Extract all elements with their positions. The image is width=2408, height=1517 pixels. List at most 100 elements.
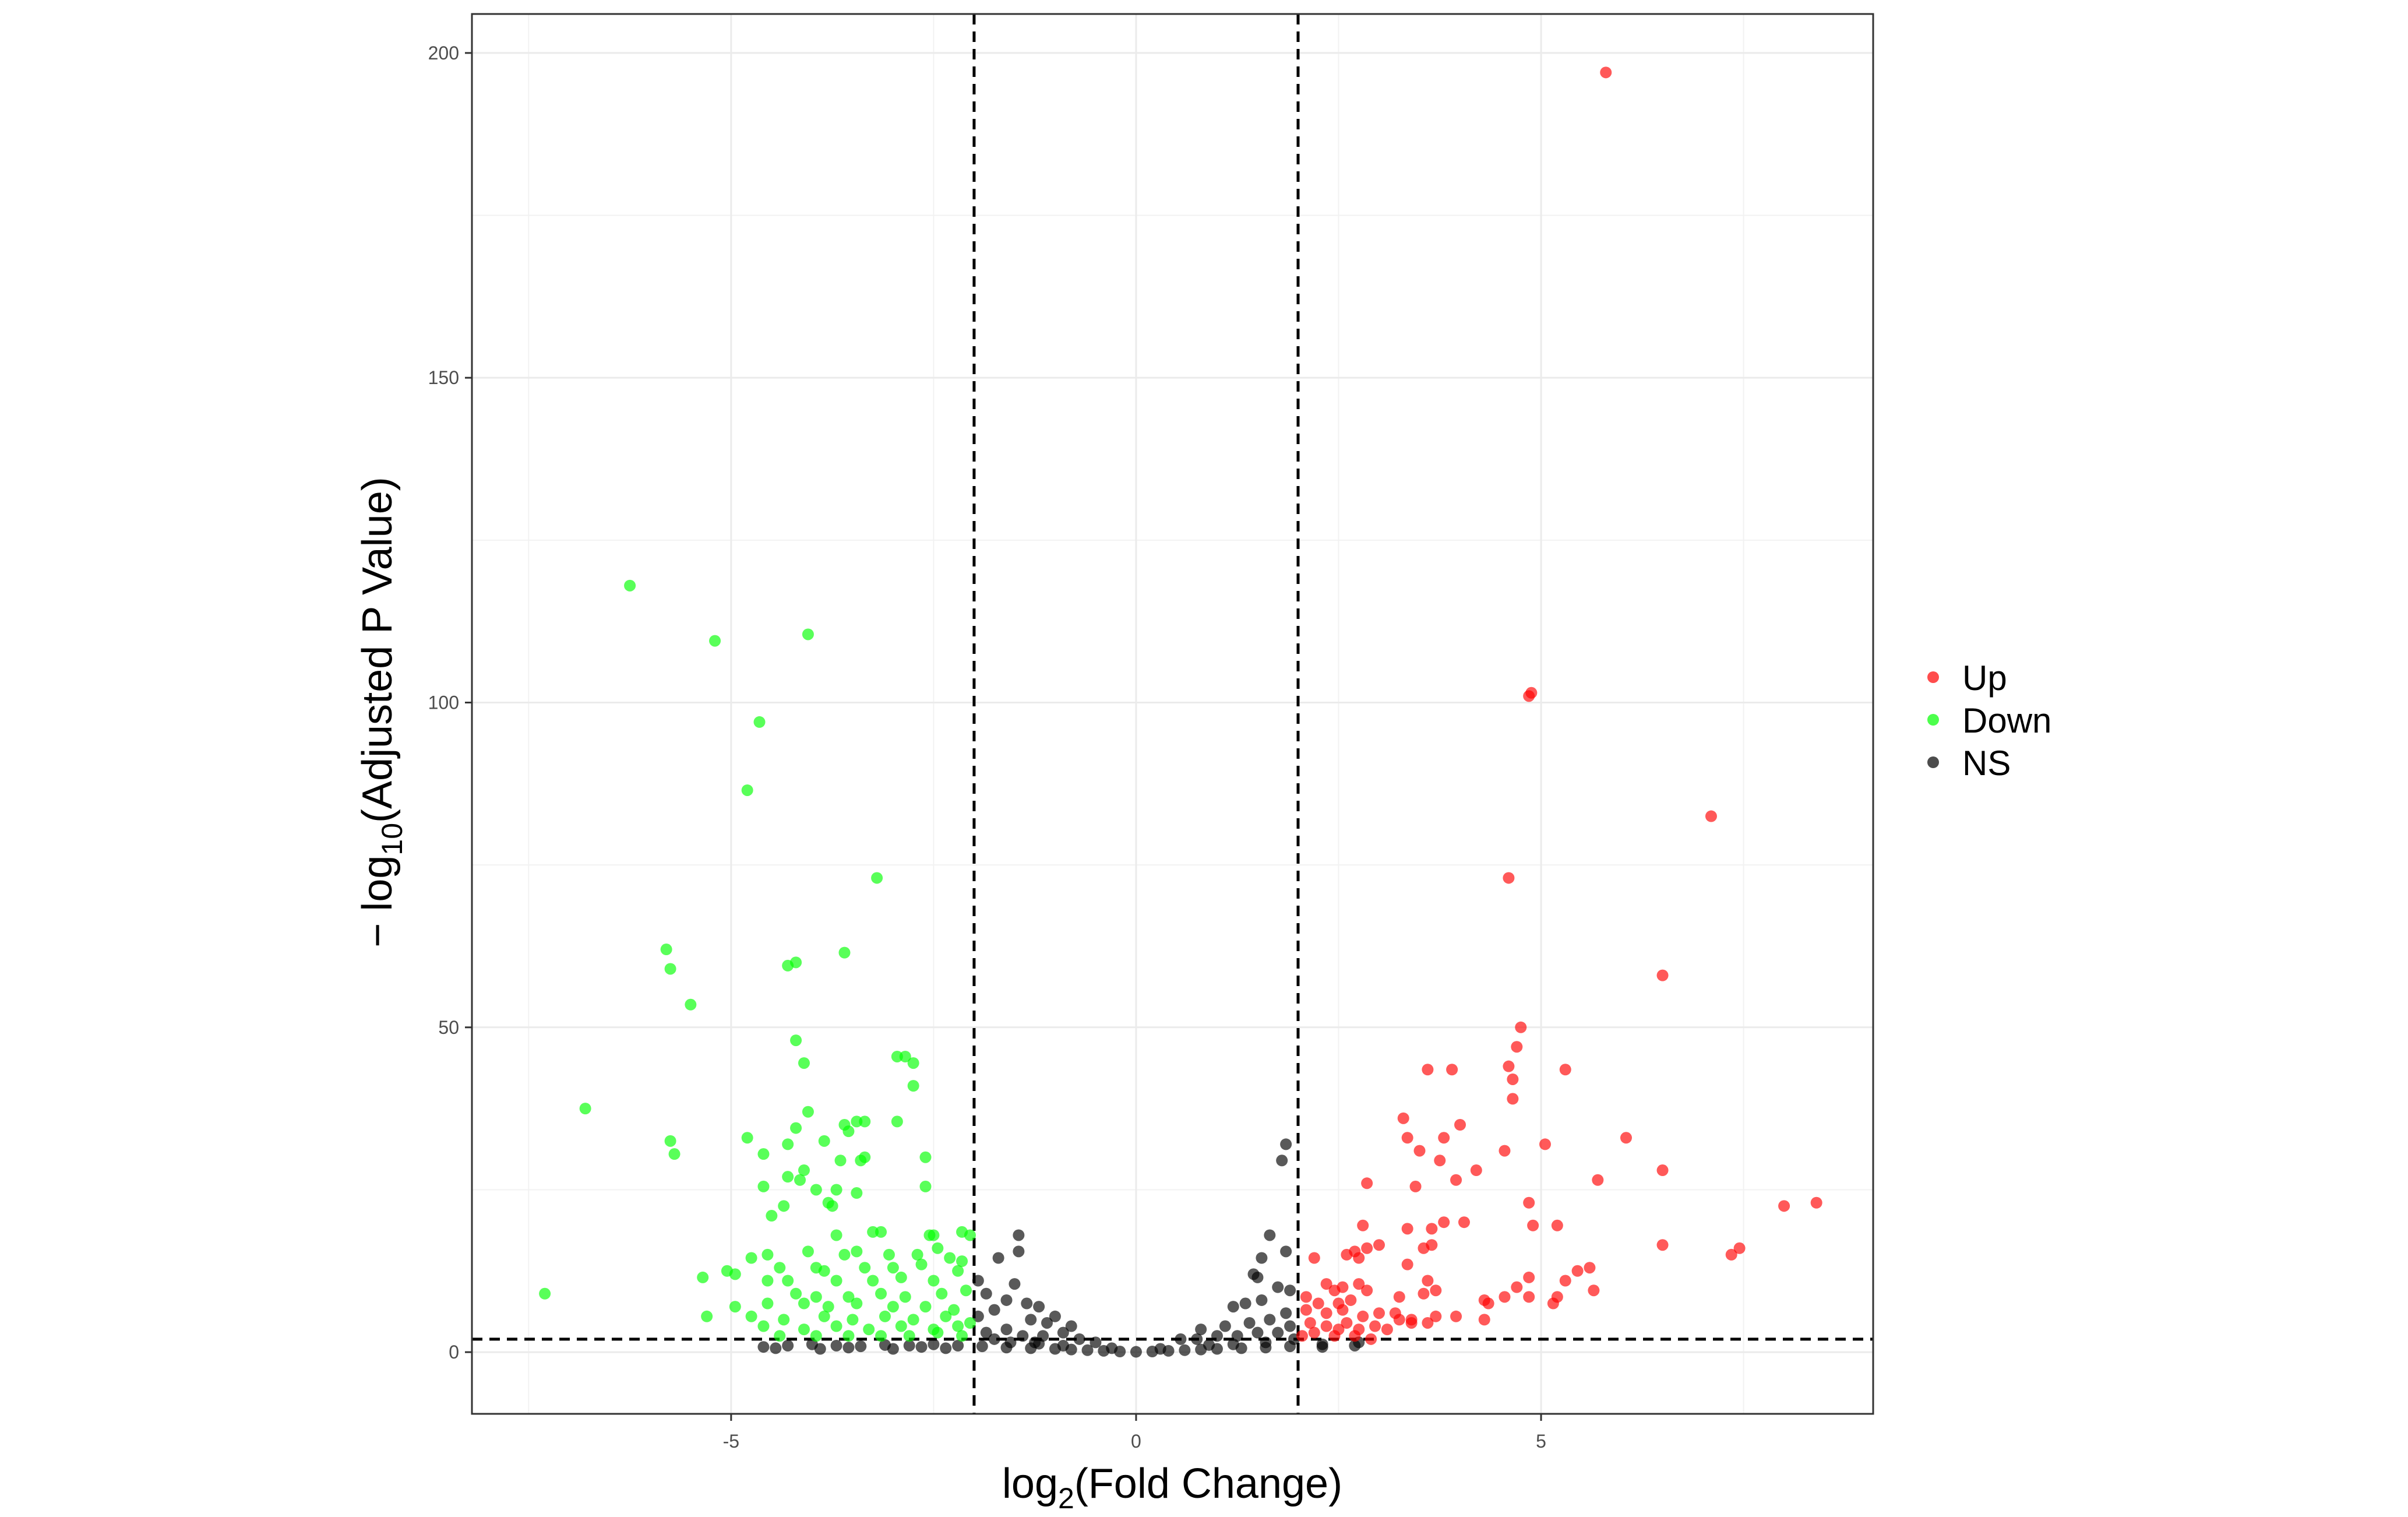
point-down: [818, 1310, 830, 1322]
point-ns: [1203, 1339, 1215, 1351]
point-ns: [1049, 1310, 1061, 1322]
point-down: [790, 956, 802, 969]
point-ns: [952, 1339, 964, 1351]
point-up: [1482, 1297, 1494, 1310]
point-ns: [976, 1340, 988, 1353]
point-up: [1365, 1333, 1377, 1345]
point-ns: [1013, 1245, 1025, 1258]
point-down: [782, 1171, 794, 1183]
point-ns: [903, 1339, 915, 1351]
point-up: [1381, 1324, 1393, 1336]
point-ns: [1260, 1342, 1272, 1354]
point-down: [952, 1320, 964, 1332]
point-up: [1438, 1216, 1450, 1229]
point-down: [944, 1252, 956, 1264]
point-down: [875, 1226, 887, 1238]
point-down: [863, 1324, 875, 1336]
point-ns: [1280, 1307, 1292, 1319]
legend-label-ns: NS: [1962, 744, 2011, 783]
x-tick-label: 0: [1131, 1431, 1141, 1452]
point-down: [802, 1245, 814, 1258]
point-down: [778, 1200, 790, 1212]
point-ns: [814, 1343, 826, 1355]
point-ns: [830, 1339, 842, 1351]
point-up: [1337, 1281, 1349, 1293]
y-tick-label: 200: [428, 43, 459, 64]
point-up: [1304, 1317, 1316, 1329]
point-up: [1600, 66, 1612, 79]
point-down: [960, 1284, 972, 1297]
point-ns: [1243, 1317, 1256, 1329]
point-down: [709, 635, 721, 647]
point-ns: [1179, 1344, 1191, 1356]
point-down: [790, 1122, 802, 1134]
point-down: [798, 1297, 810, 1310]
point-down: [782, 1275, 794, 1287]
point-down: [624, 579, 636, 592]
point-down: [539, 1287, 551, 1300]
x-tick-label: -5: [723, 1431, 739, 1452]
point-down: [883, 1248, 895, 1261]
point-up: [1470, 1164, 1482, 1177]
point-ns: [1280, 1138, 1292, 1150]
point-down: [859, 1115, 871, 1128]
point-ns: [1272, 1326, 1284, 1339]
point-ns: [1090, 1336, 1102, 1349]
point-up: [1353, 1252, 1365, 1264]
point-down: [818, 1265, 830, 1277]
point-down: [790, 1034, 802, 1047]
point-up: [1527, 1219, 1539, 1231]
point-down: [782, 1138, 794, 1150]
point-ns: [1057, 1326, 1069, 1339]
point-ns: [1251, 1271, 1264, 1283]
point-up: [1409, 1180, 1422, 1192]
point-ns: [1280, 1245, 1292, 1258]
point-ns: [1227, 1301, 1239, 1313]
point-down: [757, 1320, 770, 1332]
point-down: [932, 1242, 944, 1254]
point-down: [928, 1275, 940, 1287]
point-ns: [1013, 1229, 1025, 1241]
point-ns: [1316, 1338, 1328, 1350]
x-axis-ticks: -5 0 5: [723, 1414, 1546, 1452]
point-down: [802, 628, 814, 640]
point-down: [899, 1291, 911, 1303]
point-up: [1705, 810, 1717, 822]
point-ns: [1000, 1324, 1013, 1336]
point-up: [1778, 1200, 1790, 1212]
point-down: [685, 998, 697, 1011]
point-down: [838, 1248, 851, 1261]
point-down: [798, 1324, 810, 1336]
point-down: [774, 1330, 786, 1342]
y-tick-label: 100: [428, 692, 459, 713]
point-up: [1393, 1291, 1405, 1303]
point-ns: [1130, 1346, 1142, 1358]
plot-panel-border: [471, 13, 1874, 1415]
point-down: [915, 1258, 928, 1270]
point-up: [1426, 1223, 1438, 1235]
point-ns: [1033, 1301, 1045, 1313]
point-down: [964, 1229, 976, 1241]
point-up: [1361, 1284, 1373, 1297]
point-up: [1300, 1291, 1312, 1303]
point-ns: [1057, 1339, 1069, 1351]
point-down: [830, 1275, 842, 1287]
point-ns: [1017, 1330, 1029, 1342]
point-down: [790, 1287, 802, 1300]
point-up: [1320, 1320, 1332, 1332]
point-down: [757, 1148, 770, 1160]
point-up: [1353, 1278, 1365, 1290]
point-ns: [887, 1343, 899, 1355]
point-up: [1551, 1219, 1563, 1231]
point-up: [1503, 872, 1515, 884]
point-ns: [1195, 1324, 1207, 1336]
point-ns: [782, 1339, 794, 1351]
point-down: [871, 872, 883, 884]
point-ns: [988, 1333, 1000, 1345]
point-up: [1523, 1196, 1535, 1209]
point-down: [830, 1184, 842, 1196]
point-up: [1458, 1216, 1470, 1229]
point-up: [1507, 1073, 1519, 1085]
point-down: [851, 1187, 863, 1199]
point-down: [851, 1245, 863, 1258]
